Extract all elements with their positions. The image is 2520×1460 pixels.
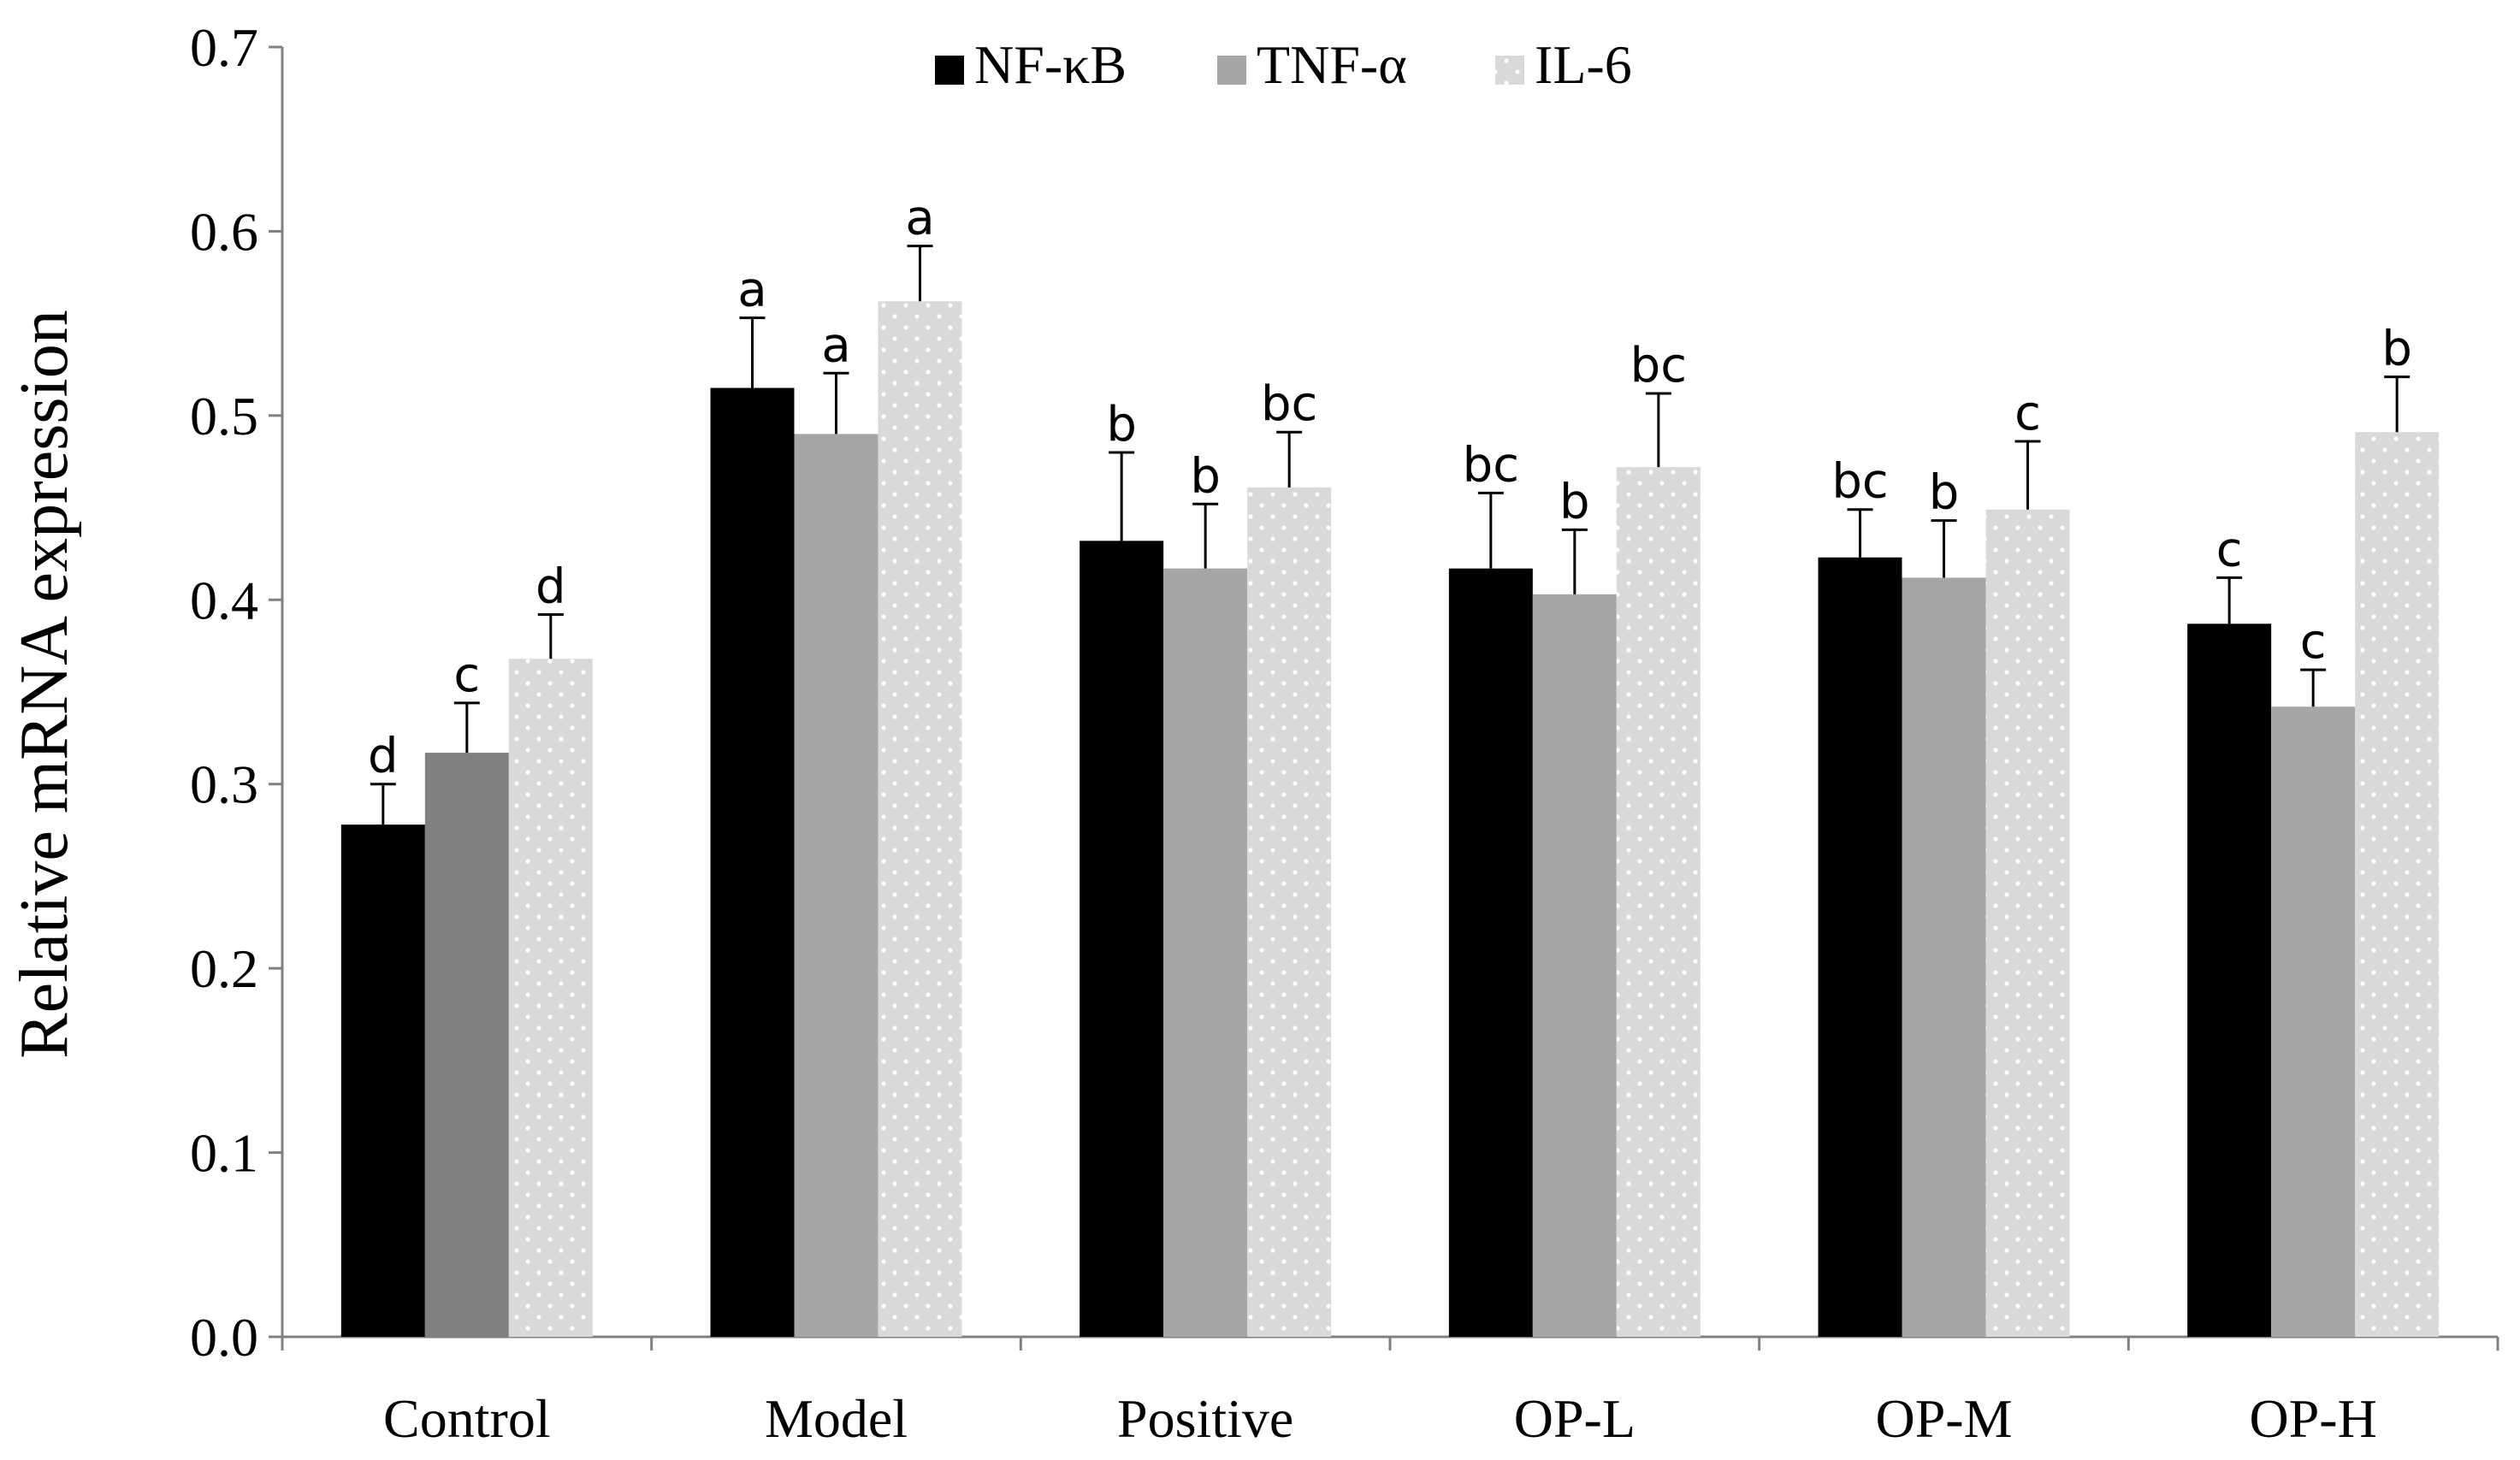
data-label: d (535, 559, 566, 615)
legend-swatch (1217, 56, 1246, 85)
bar (508, 659, 593, 1337)
x-tick-label: Control (383, 1388, 551, 1449)
x-tick-label: Model (765, 1388, 908, 1449)
legend-swatch (935, 56, 964, 85)
y-axis-title: Relative mRNA expression (7, 310, 82, 1058)
data-label: a (905, 191, 934, 246)
bar (878, 301, 962, 1337)
legend-label: TNF-α (1257, 34, 1407, 95)
data-label: c (453, 647, 480, 703)
data-label: b (2381, 322, 2412, 377)
bar (2187, 624, 2272, 1337)
y-axis: 0.0 0.1 0.2 0.3 0.4 0.5 0.6 0.7 (190, 17, 284, 1368)
data-label: bc (1463, 437, 1519, 493)
data-label: b (1190, 448, 1221, 504)
bar (424, 753, 509, 1337)
data-label: b (1106, 397, 1137, 452)
legend-swatch (1495, 56, 1524, 85)
legend-label: IL-6 (1535, 34, 1632, 95)
x-tick-label: Positive (1117, 1388, 1293, 1449)
legend: NF-κB TNF-α IL-6 (935, 34, 1632, 95)
bar (1985, 509, 2070, 1337)
bar (340, 825, 425, 1337)
y-tick-label: 0.4 (190, 570, 258, 630)
y-tick-label: 0.6 (190, 201, 258, 262)
error-bars (370, 245, 2411, 825)
bar (1247, 487, 1332, 1337)
legend-label: NF-κB (974, 34, 1127, 95)
x-tick-label: OP-H (2249, 1388, 2376, 1449)
bars (340, 301, 2440, 1337)
y-tick-label: 0.2 (190, 938, 258, 999)
bar (1532, 594, 1617, 1337)
bar (1902, 577, 1986, 1337)
data-label: c (2216, 522, 2243, 577)
data-label: b (1559, 474, 1590, 529)
bar (1818, 557, 1902, 1337)
x-tick-label: OP-L (1514, 1388, 1636, 1449)
bar (1163, 568, 1248, 1337)
bar (2271, 706, 2356, 1337)
data-label: bc (1831, 454, 1888, 510)
y-tick-label: 0.7 (190, 17, 258, 78)
data-label: bc (1630, 338, 1687, 393)
y-tick-label: 0.1 (190, 1123, 258, 1184)
data-label: c (2300, 614, 2327, 670)
data-label: bc (1261, 376, 1317, 432)
data-label: a (821, 317, 850, 373)
data-label: c (2014, 386, 2041, 441)
data-label: b (1929, 465, 1960, 521)
x-tick-label: OP-M (1875, 1388, 2012, 1449)
bar (1448, 568, 1533, 1337)
y-tick-label: 0.0 (190, 1307, 258, 1368)
bar (1080, 541, 1164, 1337)
y-tick-label: 0.5 (190, 386, 258, 446)
x-axis: Control Model Positive OP-L OP-M OP-H (281, 1335, 2499, 1449)
bar (794, 434, 878, 1337)
data-label: d (368, 729, 399, 784)
bar (1616, 467, 1701, 1337)
y-tick-label: 0.3 (190, 754, 258, 815)
bar (710, 387, 795, 1337)
data-label: a (737, 263, 766, 318)
bar (2355, 432, 2440, 1337)
